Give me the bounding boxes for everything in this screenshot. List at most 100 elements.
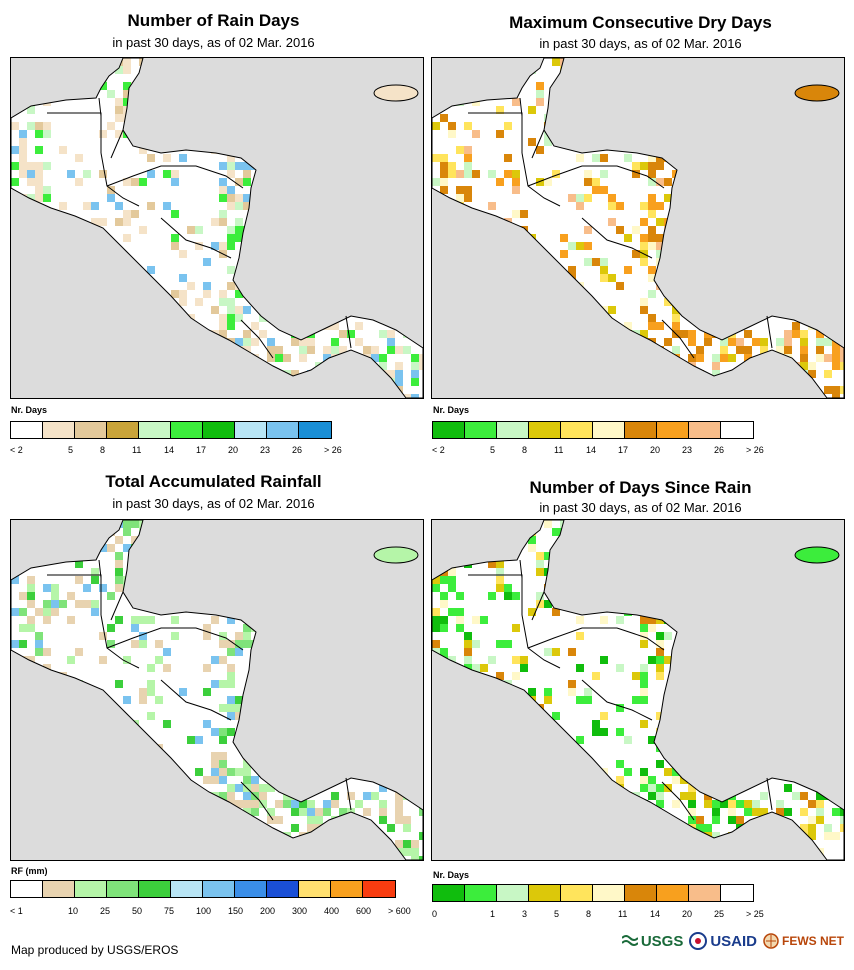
legend-label: 5 [68,445,74,455]
usgs-logo: USGS [621,932,684,950]
legend-swatch [593,422,625,438]
legend-bar [10,421,332,439]
island [794,84,840,102]
legend-label: 600 [356,906,372,916]
legend-label: 3 [522,909,528,919]
map-canvas [11,520,423,860]
legend-swatch [107,881,139,897]
legend-swatch [561,422,593,438]
legend-label: < 1 [10,906,23,916]
usgs-logo-text: USGS [640,932,684,950]
legend-swatch [465,885,497,901]
legend-label: 1 [490,909,496,919]
legend-swatch [203,881,235,897]
legend-label: 8 [586,909,592,919]
panel-subtitle: in past 30 days, as of 02 Mar. 2016 [112,35,315,50]
legend-label: 25 [100,906,111,916]
legend-swatch [657,885,689,901]
legend-label: 25 [714,909,725,919]
logo-strip: USGS USAID FEWS NET [621,932,844,950]
legend-swatch [171,881,203,897]
legend-swatch [433,885,465,901]
legend-label: 11 [132,445,142,455]
legend-swatch [267,422,299,438]
legend-swatch [235,422,267,438]
legend-swatch [11,881,43,897]
panel-days-since-rain: Number of Days Since Rain in past 30 day… [427,466,854,936]
legend-label: 20 [682,909,693,919]
legend-swatch [593,885,625,901]
panel-total-rainfall: Total Accumulated Rainfall in past 30 da… [0,466,427,936]
legend-labels: 0 1 3 5 8 11 14 20 25 > 25 [432,909,764,921]
legend-label: 26 [714,445,725,455]
land-mass [11,58,423,398]
legend-label: 8 [100,445,106,455]
country-borders [468,97,773,359]
legend-label: 17 [618,445,629,455]
legend-title: Nr. Days [11,405,48,415]
legend-label: 400 [324,906,340,916]
legend-swatch [43,422,75,438]
map-credit: Map produced by USGS/EROS [11,943,179,957]
legend-swatch [433,422,465,438]
usgs-waves-icon [621,935,638,946]
land-mass [432,520,844,860]
legend-label: 300 [292,906,308,916]
legend-swatch [331,881,363,897]
legend-label: 11 [618,909,628,919]
legend-swatch [299,422,331,438]
panel-subtitle: in past 30 days, as of 02 Mar. 2016 [539,36,742,51]
country-borders [468,559,773,821]
island [373,546,419,564]
panel-title: Number of Days Since Rain [529,478,752,497]
legend-swatch [529,422,561,438]
map-canvas [11,58,423,398]
legend-label: 14 [586,445,597,455]
legend-swatch [625,885,657,901]
panel-subtitle: in past 30 days, as of 02 Mar. 2016 [112,496,315,511]
legend-label: 20 [228,445,239,455]
legend-labels: < 2 5 8 11 14 17 20 23 26 > 26 [10,445,342,457]
legend-label: > 25 [746,909,764,919]
fewsnet-logo: FEWS NET [763,933,844,949]
legend-bar [432,884,754,902]
map-total-rainfall [10,519,424,861]
legend-swatch [11,422,43,438]
legend-swatch [689,885,721,901]
legend-label: 5 [554,909,560,919]
legend-label: 23 [682,445,693,455]
legend-label: < 2 [10,445,23,455]
legend-label: 50 [132,906,143,916]
coastline [432,520,844,860]
legend-swatch [529,885,561,901]
legend-swatch [107,422,139,438]
legend-label: 75 [164,906,175,916]
legend-title: Nr. Days [433,405,470,415]
legend-swatch [497,885,529,901]
panel-subtitle: in past 30 days, as of 02 Mar. 2016 [539,500,742,515]
legend-labels: < 2 5 8 11 14 17 20 23 26 > 26 [432,445,764,457]
legend-label: 0 [432,909,438,919]
legend-swatch [139,422,171,438]
panel-title: Total Accumulated Rainfall [105,472,322,491]
legend-bar [10,880,396,898]
legend-swatch [267,881,299,897]
legend-label: 5 [490,445,496,455]
legend-label: < 2 [432,445,445,455]
legend-label: 14 [164,445,175,455]
coastline [432,58,844,398]
usaid-logo-text: USAID [710,932,757,950]
legend-label: 23 [260,445,271,455]
legend-swatch [721,422,753,438]
map-days-since-rain [431,519,845,861]
land-mass [11,520,423,860]
usaid-seal-icon [689,932,708,950]
legend-swatch [235,881,267,897]
legend-label: 26 [292,445,303,455]
legend-swatch [299,881,331,897]
panel-dry-days: Maximum Consecutive Dry Days in past 30 … [427,0,854,470]
legend-bar [432,421,754,439]
island [794,546,840,564]
country-borders [47,559,352,821]
legend-swatch [465,422,497,438]
